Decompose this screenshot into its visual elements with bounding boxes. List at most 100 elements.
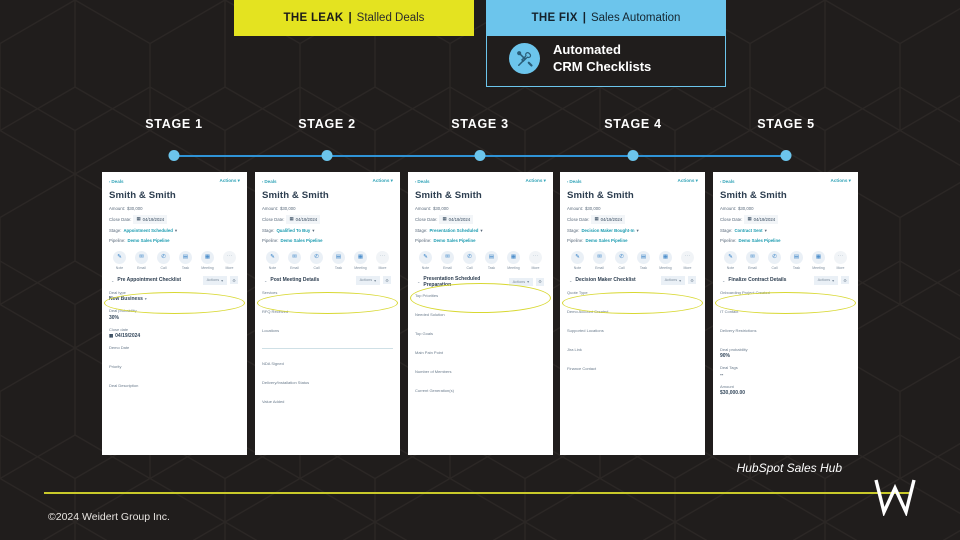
- field-empty-value[interactable]: [415, 375, 546, 383]
- quick-action-task[interactable]: ▤ Task: [634, 250, 653, 270]
- actions-menu-top[interactable]: Actions ▾: [525, 178, 546, 183]
- stage-value[interactable]: Qualified To Buy: [276, 228, 311, 234]
- quick-action-more[interactable]: ⋯ More: [831, 250, 850, 270]
- close-date-value: 04/19/2024: [295, 216, 318, 222]
- pipeline-value[interactable]: Demo Sales Pipeline: [738, 237, 781, 243]
- pipeline-value[interactable]: Demo Sales Pipeline: [433, 237, 476, 243]
- quick-action-note[interactable]: ✎ Note: [568, 250, 587, 270]
- field-empty-value[interactable]: [415, 299, 546, 307]
- field-empty-value[interactable]: [415, 394, 546, 402]
- stage-value[interactable]: Contract Sent: [734, 228, 763, 234]
- section-actions-button[interactable]: Actions ▾: [508, 277, 533, 287]
- field-empty-value[interactable]: [567, 296, 698, 304]
- quick-action-email[interactable]: ✉ Email: [743, 250, 762, 270]
- field-empty-value[interactable]: [262, 315, 393, 323]
- field-empty-value[interactable]: [720, 315, 851, 323]
- quick-action-task[interactable]: ▤ Task: [482, 250, 501, 270]
- quick-action-call[interactable]: ✆ Call: [765, 250, 784, 270]
- chevron-toggle-icon[interactable]: ⌄: [569, 277, 573, 283]
- quick-action-task[interactable]: ▤ Task: [176, 250, 195, 270]
- chevron-toggle-icon[interactable]: ⌄: [722, 277, 726, 283]
- quick-action-more[interactable]: ⋯ More: [373, 250, 392, 270]
- quick-action-task[interactable]: ▤ Task: [787, 250, 806, 270]
- close-date-chip[interactable]: ▦ 04/19/2024: [286, 215, 321, 224]
- field-empty-value[interactable]: [262, 405, 393, 413]
- checklist-section-header[interactable]: ⌄ Post Meeting Details Actions ▾ ⚙: [262, 274, 393, 287]
- stage-value[interactable]: Appointment Scheduled: [123, 228, 173, 234]
- breadcrumb-deals[interactable]: ‹Deals: [567, 179, 582, 184]
- field-empty-value[interactable]: [415, 356, 546, 364]
- field-empty-value[interactable]: [720, 334, 851, 342]
- pipeline-value[interactable]: Demo Sales Pipeline: [280, 237, 323, 243]
- field-empty-value[interactable]: [567, 372, 698, 380]
- quick-action-more[interactable]: ⋯ More: [678, 250, 697, 270]
- quick-action-email[interactable]: ✉ Email: [590, 250, 609, 270]
- quick-action-note[interactable]: ✎ Note: [110, 250, 129, 270]
- gear-icon[interactable]: ⚙: [688, 276, 696, 285]
- actions-menu-top[interactable]: Actions ▾: [677, 178, 698, 183]
- field-empty-value[interactable]: [567, 334, 698, 342]
- checklist-section-header[interactable]: ⌄ Presentation Scheduled Preparation Actio…: [415, 274, 546, 290]
- quick-action-meeting[interactable]: ▦ Meeting: [809, 250, 828, 270]
- chevron-toggle-icon[interactable]: ⌄: [111, 277, 115, 283]
- quick-action-meeting[interactable]: ▦ Meeting: [198, 250, 217, 270]
- chevron-toggle-icon[interactable]: ⌄: [417, 279, 421, 285]
- actions-menu-top[interactable]: Actions ▾: [219, 178, 240, 183]
- field-empty-value[interactable]: [415, 337, 546, 345]
- gear-icon[interactable]: ⚙: [383, 276, 391, 285]
- field-empty-value[interactable]: [109, 371, 240, 379]
- stage-value[interactable]: Presentation Scheduled: [429, 228, 479, 234]
- close-date-chip[interactable]: ▦ 04/19/2024: [439, 215, 474, 224]
- gear-icon[interactable]: ⚙: [536, 277, 544, 286]
- quick-action-meeting[interactable]: ▦ Meeting: [656, 250, 675, 270]
- actions-menu-top[interactable]: Actions ▾: [372, 178, 393, 183]
- quick-action-more[interactable]: ⋯ More: [526, 250, 545, 270]
- checklist-section-header[interactable]: ⌄ Finalize Contract Details Actions ▾ ⚙: [720, 274, 851, 287]
- pipeline-value[interactable]: Demo Sales Pipeline: [127, 237, 170, 243]
- field-empty-value[interactable]: [720, 296, 851, 304]
- quick-action-email[interactable]: ✉ Email: [438, 250, 457, 270]
- gear-icon[interactable]: ⚙: [230, 276, 238, 285]
- quick-action-call[interactable]: ✆ Call: [612, 250, 631, 270]
- field-empty-value[interactable]: [109, 390, 240, 398]
- close-date-chip[interactable]: ▦ 04/19/2024: [133, 215, 168, 224]
- field-empty-value[interactable]: [262, 367, 393, 375]
- breadcrumb-deals[interactable]: ‹Deals: [720, 179, 735, 184]
- quick-action-more[interactable]: ⋯ More: [220, 250, 239, 270]
- field-empty-value[interactable]: [262, 334, 393, 342]
- breadcrumb-deals[interactable]: ‹Deals: [109, 179, 124, 184]
- field-empty-value[interactable]: [262, 296, 393, 304]
- checklist-section-header[interactable]: ⌄ Decision Maker Checklist Actions ▾ ⚙: [567, 274, 698, 287]
- field-empty-value[interactable]: [567, 353, 698, 361]
- close-date-chip[interactable]: ▦ 04/19/2024: [744, 215, 779, 224]
- checklist-section-header[interactable]: ⌄ Pre Appointment Checklist Actions ▾ ⚙: [109, 274, 240, 287]
- field-empty-value[interactable]: [262, 386, 393, 394]
- actions-menu-top[interactable]: Actions ▾: [830, 178, 851, 183]
- section-actions-button[interactable]: Actions ▾: [202, 276, 227, 285]
- close-date-chip[interactable]: ▦ 04/19/2024: [591, 215, 626, 224]
- section-actions-button[interactable]: Actions ▾: [355, 276, 380, 285]
- deal-pipeline-row: Pipeline: Demo Sales Pipeline: [109, 238, 240, 243]
- breadcrumb-deals[interactable]: ‹Deals: [415, 179, 430, 184]
- section-actions-button[interactable]: Actions ▾: [660, 276, 685, 285]
- quick-action-task[interactable]: ▤ Task: [329, 250, 348, 270]
- quick-action-note[interactable]: ✎ Note: [721, 250, 740, 270]
- quick-action-email[interactable]: ✉ Email: [285, 250, 304, 270]
- quick-action-call[interactable]: ✆ Call: [460, 250, 479, 270]
- section-actions-button[interactable]: Actions ▾: [813, 276, 838, 285]
- field-empty-value[interactable]: [567, 315, 698, 323]
- pipeline-value[interactable]: Demo Sales Pipeline: [585, 237, 628, 243]
- quick-action-call[interactable]: ✆ Call: [154, 250, 173, 270]
- quick-action-email[interactable]: ✉ Email: [132, 250, 151, 270]
- quick-action-note[interactable]: ✎ Note: [263, 250, 282, 270]
- gear-icon[interactable]: ⚙: [841, 276, 849, 285]
- quick-action-meeting[interactable]: ▦ Meeting: [504, 250, 523, 270]
- quick-action-note[interactable]: ✎ Note: [416, 250, 435, 270]
- stage-value[interactable]: Decision Maker Bought-In: [581, 228, 635, 234]
- breadcrumb-deals[interactable]: ‹Deals: [262, 179, 277, 184]
- chevron-toggle-icon[interactable]: ⌄: [264, 277, 268, 283]
- quick-action-call[interactable]: ✆ Call: [307, 250, 326, 270]
- field-empty-value[interactable]: [109, 352, 240, 360]
- field-empty-value[interactable]: [415, 318, 546, 326]
- quick-action-meeting[interactable]: ▦ Meeting: [351, 250, 370, 270]
